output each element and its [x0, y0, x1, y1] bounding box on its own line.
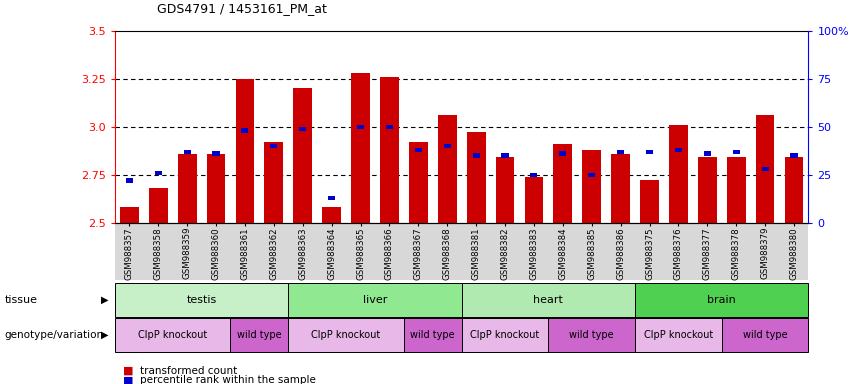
- Bar: [472, 153, 480, 157]
- Bar: [646, 150, 653, 154]
- Bar: [791, 153, 797, 157]
- Bar: [640, 180, 659, 223]
- Bar: [762, 167, 768, 171]
- Bar: [357, 125, 364, 129]
- Bar: [126, 179, 133, 183]
- Bar: [213, 152, 220, 156]
- Bar: [380, 77, 399, 223]
- Bar: [437, 115, 457, 223]
- Bar: [184, 150, 191, 154]
- Text: wild type: wild type: [569, 330, 614, 340]
- Bar: [553, 144, 572, 223]
- Bar: [466, 132, 486, 223]
- Bar: [386, 125, 393, 129]
- Bar: [559, 152, 567, 156]
- Text: ClpP knockout: ClpP knockout: [644, 330, 713, 340]
- Bar: [236, 79, 254, 223]
- Bar: [727, 157, 745, 223]
- Bar: [524, 177, 543, 223]
- Text: percentile rank within the sample: percentile rank within the sample: [140, 375, 317, 384]
- Bar: [617, 150, 624, 154]
- Bar: [530, 173, 538, 177]
- Bar: [120, 207, 139, 223]
- Bar: [351, 73, 370, 223]
- Text: ClpP knockout: ClpP knockout: [471, 330, 540, 340]
- Text: heart: heart: [534, 295, 563, 305]
- Bar: [155, 171, 162, 175]
- Text: ▶: ▶: [100, 330, 108, 340]
- Bar: [733, 150, 740, 154]
- Text: wild type: wild type: [237, 330, 282, 340]
- Text: ■: ■: [123, 375, 134, 384]
- Bar: [675, 148, 682, 152]
- Bar: [178, 154, 197, 223]
- Bar: [265, 142, 283, 223]
- Bar: [409, 142, 428, 223]
- Bar: [323, 207, 341, 223]
- Bar: [414, 148, 422, 152]
- Text: ClpP knockout: ClpP knockout: [311, 330, 380, 340]
- Text: wild type: wild type: [743, 330, 787, 340]
- Text: genotype/variation: genotype/variation: [4, 330, 103, 340]
- Bar: [495, 157, 514, 223]
- Bar: [704, 152, 711, 156]
- Text: liver: liver: [363, 295, 387, 305]
- Bar: [271, 144, 277, 148]
- Text: tissue: tissue: [4, 295, 37, 305]
- Text: testis: testis: [186, 295, 217, 305]
- Bar: [207, 154, 226, 223]
- Bar: [443, 144, 451, 148]
- Bar: [328, 196, 335, 200]
- Bar: [611, 154, 630, 223]
- Bar: [588, 173, 596, 177]
- Bar: [756, 115, 774, 223]
- Text: transformed count: transformed count: [140, 366, 237, 376]
- Bar: [501, 153, 509, 157]
- Bar: [698, 157, 717, 223]
- Bar: [582, 150, 601, 223]
- Text: wild type: wild type: [410, 330, 455, 340]
- Bar: [300, 127, 306, 131]
- Bar: [242, 129, 248, 133]
- Text: ClpP knockout: ClpP knockout: [138, 330, 208, 340]
- Text: GDS4791 / 1453161_PM_at: GDS4791 / 1453161_PM_at: [157, 2, 328, 15]
- Text: ▶: ▶: [100, 295, 108, 305]
- Bar: [149, 188, 168, 223]
- Text: ■: ■: [123, 366, 134, 376]
- Bar: [294, 88, 312, 223]
- Bar: [785, 157, 803, 223]
- Text: brain: brain: [707, 295, 736, 305]
- Bar: [669, 125, 688, 223]
